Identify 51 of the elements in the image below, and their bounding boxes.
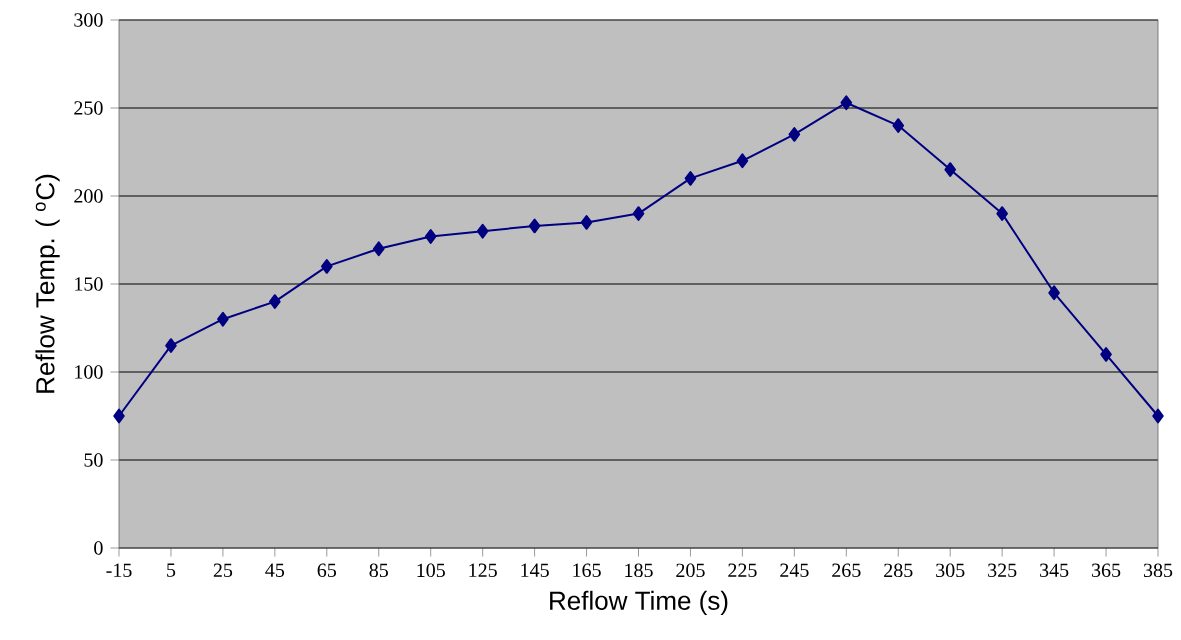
point — [269, 294, 281, 309]
y-axis-title: Reflow Temp. ( $^{o}$C) — [35, 174, 60, 393]
x-tick-label: 345 — [1040, 563, 1069, 578]
x-tick-label: 285 — [884, 563, 913, 578]
point — [476, 223, 489, 239]
y-tick-label: 100 — [75, 365, 103, 379]
x-tick-label: 125 — [469, 563, 497, 578]
x-axis-title: Reflow Time (s) — [550, 590, 728, 616]
x-tick-label: 245 — [780, 563, 809, 578]
x-tick-label: 165 — [573, 563, 601, 578]
x-tick-label: 65 — [317, 563, 337, 578]
point — [424, 229, 437, 244]
point — [528, 218, 541, 234]
point — [217, 311, 229, 327]
x-tick-label: 105 — [417, 563, 445, 578]
point — [1152, 408, 1164, 424]
point — [892, 118, 905, 133]
x-tick-label: 185 — [625, 563, 653, 578]
x-tick-label: 265 — [832, 563, 861, 578]
point — [580, 214, 593, 230]
x-tick-label: 45 — [265, 563, 285, 577]
point — [788, 126, 801, 142]
point — [996, 206, 1008, 221]
x-tick-label: 145 — [521, 563, 549, 577]
y-tick-label: 300 — [74, 13, 103, 27]
x-tick-label: -15 — [106, 563, 132, 577]
x-tick-label: 205 — [676, 563, 705, 578]
y-tick-label: 150 — [75, 277, 103, 291]
x-tick-label: 25 — [213, 563, 233, 578]
x-tick-label: 85 — [369, 563, 388, 578]
point — [944, 162, 957, 177]
y-tick-label: 50 — [84, 453, 103, 467]
point — [1100, 346, 1112, 362]
point — [165, 338, 177, 353]
x-tick-label: 305 — [936, 563, 965, 578]
x-tick-label: 225 — [728, 563, 757, 578]
point — [684, 170, 697, 186]
x-tick-label: 5 — [167, 563, 176, 577]
point — [1048, 285, 1060, 301]
x-tick-label: 325 — [988, 563, 1017, 578]
y-tick-label: 200 — [74, 189, 103, 203]
point — [372, 241, 385, 257]
point — [632, 206, 645, 221]
y-tick-label: 250 — [74, 101, 103, 115]
x-tick-label: 365 — [1092, 563, 1121, 578]
point — [840, 95, 853, 111]
point — [321, 258, 333, 274]
y-tick-label: 0 — [94, 541, 103, 555]
x-tick-label: 385 — [1143, 563, 1173, 578]
point — [736, 153, 749, 169]
point — [113, 408, 125, 424]
